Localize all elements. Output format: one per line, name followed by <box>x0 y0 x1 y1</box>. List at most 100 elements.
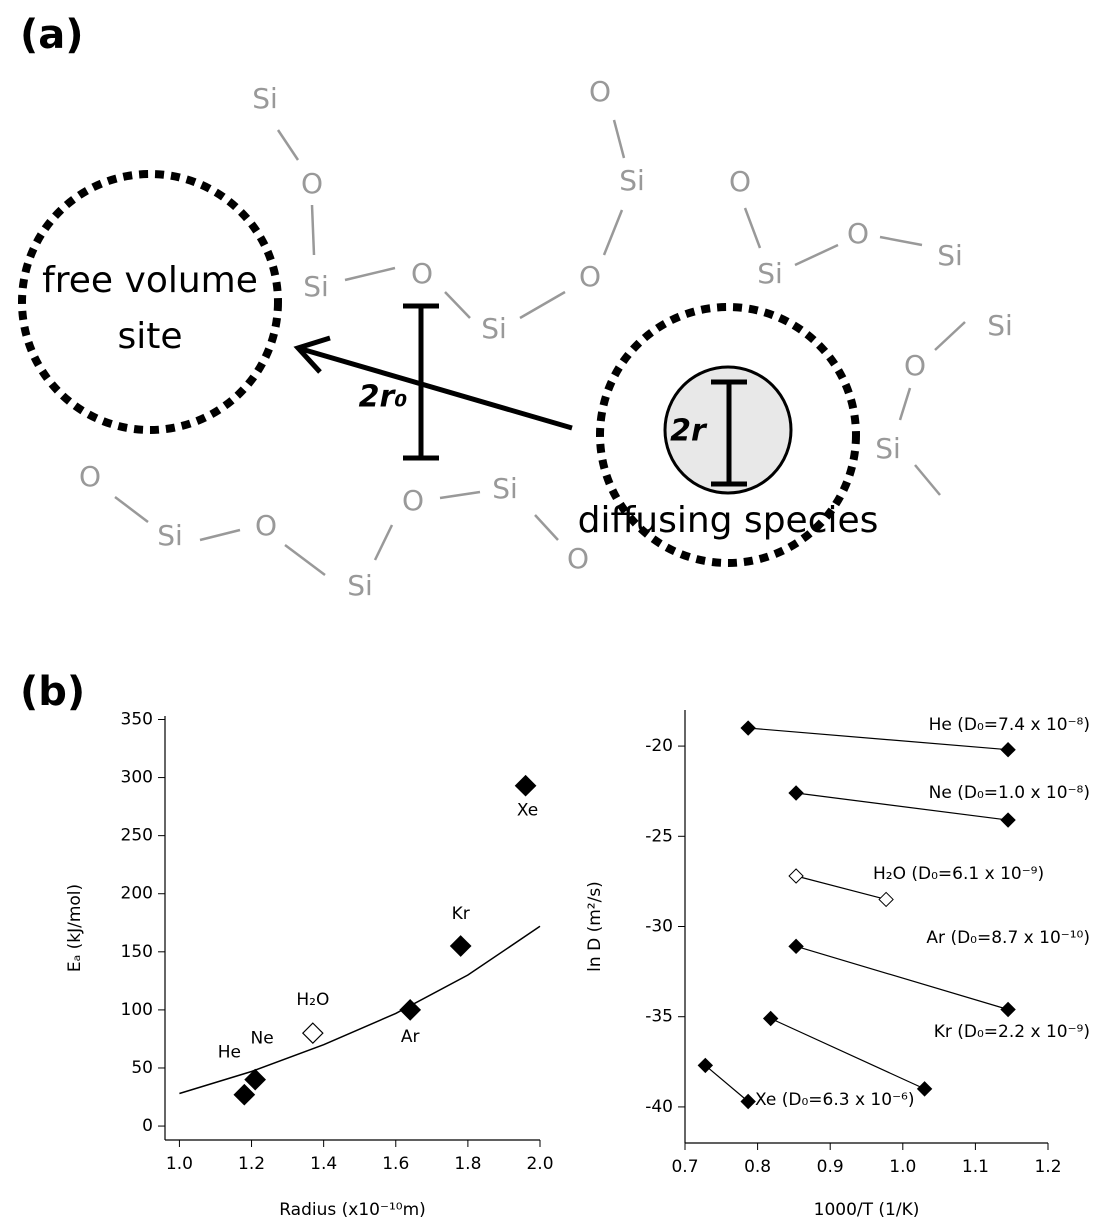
atom: O <box>411 257 433 290</box>
bond <box>934 321 966 351</box>
bond <box>914 464 941 496</box>
marker <box>244 1068 266 1091</box>
series-label: He (D₀=7.4 x 10⁻⁸) <box>929 715 1090 735</box>
x-tick-label: 1.6 <box>382 1154 409 1174</box>
y-tick-label: -40 <box>645 1097 673 1117</box>
bond <box>519 290 566 320</box>
marker <box>740 1093 756 1110</box>
atom: O <box>301 167 323 200</box>
atom: Si <box>875 432 901 465</box>
bond <box>444 291 471 319</box>
marker <box>514 774 537 797</box>
bond <box>310 204 316 256</box>
free-volume-circle <box>18 170 282 434</box>
marker <box>788 938 804 955</box>
x-axis-title: Radius (x10⁻¹⁰m) <box>279 1200 426 1220</box>
marker <box>399 999 422 1021</box>
atom: O <box>255 509 277 542</box>
arrow <box>293 335 573 431</box>
atom: O <box>904 349 926 382</box>
y-axis-title: Eₐ (kJ/mol) <box>65 884 85 972</box>
marker <box>449 935 472 957</box>
bond <box>794 243 839 267</box>
bond <box>612 119 626 159</box>
r-bar <box>711 379 747 487</box>
x-axis-title: 1000/T (1/K) <box>814 1200 920 1220</box>
bonds <box>114 119 966 576</box>
series-line <box>795 945 1009 1011</box>
species-circle <box>596 303 860 567</box>
series-label: Ne (D₀=1.0 x 10⁻⁸) <box>929 783 1090 803</box>
bond <box>743 207 762 249</box>
bond <box>602 209 624 256</box>
x-tick-label: 1.2 <box>238 1154 265 1174</box>
atom: O <box>847 217 869 250</box>
series-label: Ar (D₀=8.7 x 10⁻¹⁰) <box>926 928 1090 948</box>
bond <box>534 514 559 541</box>
point-label: Xe <box>517 801 538 821</box>
y-tick-label: 350 <box>121 709 153 729</box>
y-tick-label: 300 <box>121 768 153 788</box>
bond <box>199 528 241 542</box>
bond <box>373 524 394 561</box>
marker <box>233 1083 256 1106</box>
y-tick-label: -30 <box>645 917 673 937</box>
marker <box>878 891 894 908</box>
point-label: Ne <box>251 1029 274 1049</box>
x-tick-label: 2.0 <box>526 1154 553 1174</box>
bond <box>879 235 923 247</box>
x-tick-label: 1.8 <box>454 1154 481 1174</box>
y-tick-label: 150 <box>121 942 153 962</box>
marker <box>740 720 756 736</box>
series-line <box>770 1017 925 1090</box>
series-label: Xe (D₀=6.3 x 10⁻⁶) <box>755 1090 914 1110</box>
y-tick-label: 100 <box>121 1000 153 1020</box>
point-label: Kr <box>452 904 470 924</box>
marker <box>697 1057 714 1074</box>
y-tick-label: 250 <box>121 826 153 846</box>
bond <box>344 266 396 282</box>
series-label: H₂O (D₀=6.1 x 10⁻⁹) <box>873 864 1044 884</box>
atom: Si <box>347 569 373 602</box>
y-tick-label: -35 <box>645 1007 673 1027</box>
x-tick-label: 0.9 <box>817 1157 844 1177</box>
atom: O <box>579 260 601 293</box>
atom: O <box>567 542 589 575</box>
marker <box>1000 741 1016 758</box>
x-tick-label: 1.4 <box>310 1154 337 1174</box>
x-tick-label: 1.0 <box>166 1154 193 1174</box>
atoms: Si O Si O Si O Si O O Si O Si Si O Si O Si O Si O Si O <box>79 75 1013 602</box>
atom: Si <box>157 519 183 552</box>
series-line <box>796 792 1009 821</box>
point-label: He <box>218 1043 241 1063</box>
marker <box>916 1081 933 1097</box>
atom: O <box>729 165 751 198</box>
panel-label: (b) <box>20 669 85 715</box>
point-label: H₂O <box>296 990 329 1010</box>
point-label: Ar <box>401 1027 420 1047</box>
atom: O <box>79 460 101 493</box>
y-tick-label: 50 <box>131 1058 153 1078</box>
series-line <box>748 727 1009 751</box>
marker <box>1000 1001 1016 1018</box>
atom: O <box>402 484 424 517</box>
bond <box>439 490 481 500</box>
atom: Si <box>252 82 278 115</box>
bond <box>898 387 912 421</box>
atom: Si <box>492 472 518 505</box>
y-tick-label: 200 <box>121 884 153 904</box>
atom: Si <box>757 257 783 290</box>
atom: Si <box>303 270 329 303</box>
marker <box>788 868 804 884</box>
atom: Si <box>987 309 1013 342</box>
free-volume-label: site <box>117 316 182 357</box>
y-axis-title: ln D (m²/s) <box>585 881 605 972</box>
bond <box>276 129 300 161</box>
x-tick-label: 0.7 <box>671 1157 698 1177</box>
y-tick-label: -25 <box>645 826 673 846</box>
atom: Si <box>937 239 963 272</box>
species-label: diffusing species <box>578 500 879 541</box>
atom: Si <box>619 164 645 197</box>
